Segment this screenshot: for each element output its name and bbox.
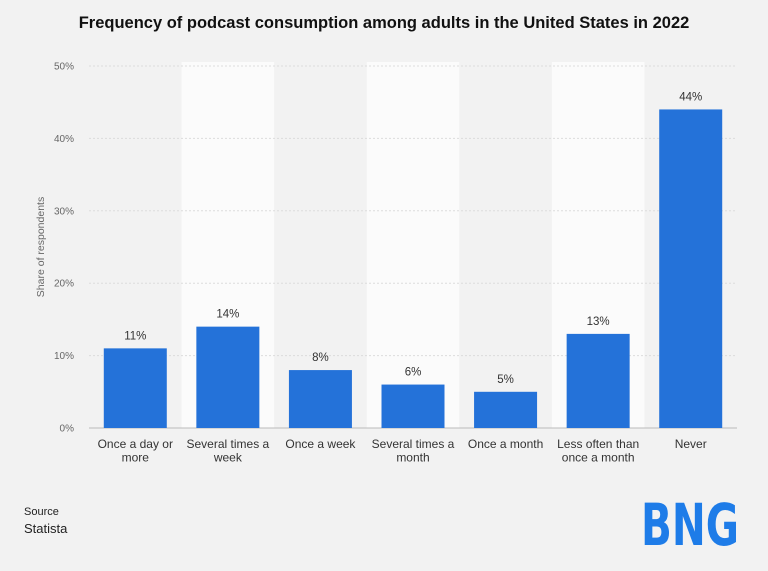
source-block: Source Statista <box>24 505 67 537</box>
category-label: once a month <box>562 451 635 465</box>
y-axis-label: Share of respondents <box>35 197 47 297</box>
bng-logo-text: BNG <box>641 491 739 551</box>
bng-logo: BNG <box>641 491 739 551</box>
category-label: Once a day or <box>98 437 173 451</box>
y-tick-label: 50% <box>54 62 74 73</box>
y-tick-label: 10% <box>54 351 74 362</box>
value-label: 44% <box>679 91 702 103</box>
value-label: 11% <box>124 330 146 342</box>
value-label: 13% <box>587 316 610 328</box>
value-label: 6% <box>405 367 422 379</box>
category-label: Less often than <box>557 437 639 451</box>
y-tick-label: 0% <box>60 424 75 435</box>
y-axis-ticks: 0% 10% 20% 30% 40% 50% <box>54 62 74 435</box>
bars <box>103 109 723 428</box>
bar <box>196 326 260 428</box>
bar <box>381 384 445 428</box>
column-band <box>366 62 460 428</box>
y-tick-label: 30% <box>54 206 74 217</box>
bar <box>474 391 538 428</box>
category-label: Several times a <box>187 437 270 451</box>
value-labels: 11% 14% 8% 6% 5% 13% 44% <box>124 91 702 385</box>
bar <box>103 348 167 428</box>
category-label: Once a week <box>285 437 356 451</box>
value-label: 14% <box>216 309 239 321</box>
bar <box>659 109 723 428</box>
y-tick-label: 20% <box>54 279 74 290</box>
category-label: month <box>396 451 429 465</box>
category-label: Several times a <box>372 437 455 451</box>
bar-chart: 0% 10% 20% 30% 40% 50% 11% 14% 8% 6% 5% 13% 44% Onc… <box>35 62 737 465</box>
category-label: more <box>122 451 150 465</box>
bar <box>566 333 630 428</box>
category-label: Never <box>675 437 707 451</box>
category-label: week <box>213 451 243 465</box>
y-tick-label: 40% <box>54 134 74 145</box>
bar <box>288 370 352 428</box>
category-label: Once a month <box>468 437 543 451</box>
source-label: Source <box>24 506 59 518</box>
chart-title: Frequency of podcast consumption among a… <box>78 14 690 32</box>
source-name: Statista <box>24 520 68 536</box>
value-label: 8% <box>312 352 329 364</box>
value-label: 5% <box>497 374 514 386</box>
